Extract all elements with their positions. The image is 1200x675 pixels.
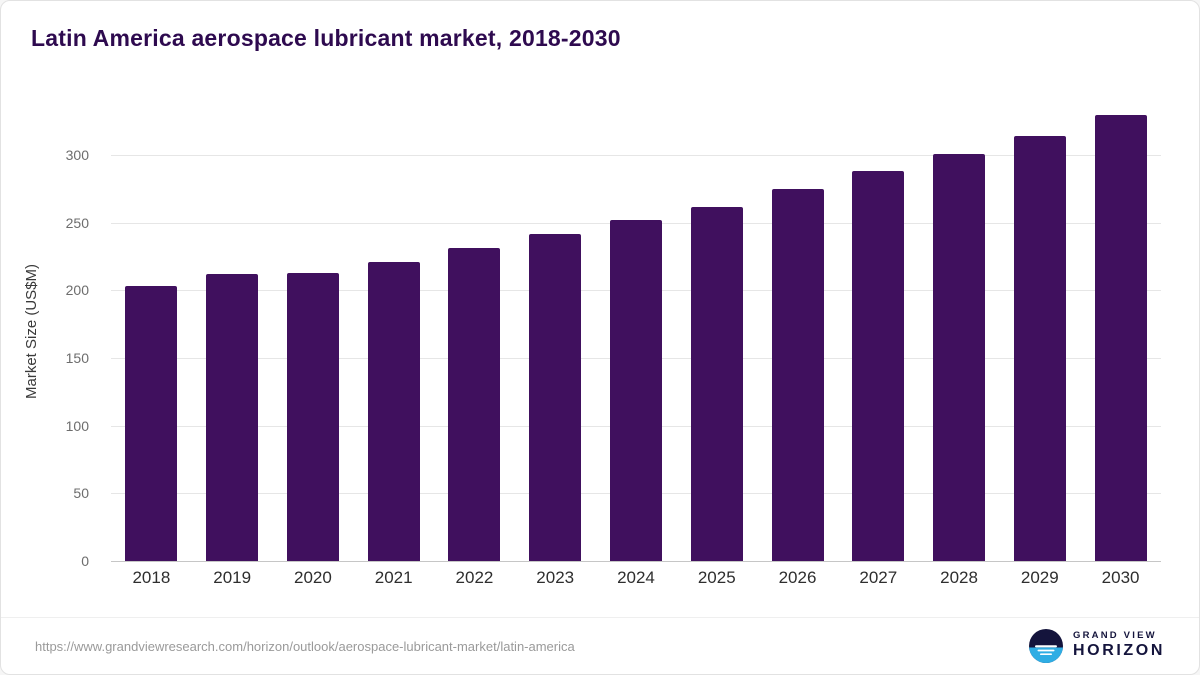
y-tick-250: 250	[65, 214, 89, 231]
bar-slot-2022	[434, 101, 515, 561]
bar-slot-2020	[273, 101, 354, 561]
bar-2028	[933, 153, 986, 561]
bar-slot-2018	[111, 101, 192, 561]
y-axis-ticks: 0 50 100 150 200 250 300	[51, 101, 101, 569]
y-tick-0: 0	[81, 553, 89, 569]
y-axis-label: Market Size (US$M)	[23, 263, 40, 399]
y-tick-100: 100	[65, 417, 89, 434]
x-tick-2027: 2027	[859, 568, 898, 587]
logo-line-grand-view: GRAND VIEW	[1073, 630, 1157, 642]
bar-slot-2019	[192, 101, 273, 561]
x-axis-ticks: 2018 2019 2020 2021 2022 2023 2024 2025 2026 2027…	[111, 568, 1161, 588]
bar-slot-2028	[919, 101, 1000, 561]
plot-area	[111, 101, 1161, 562]
bar-2023	[529, 233, 582, 561]
y-tick-50: 50	[73, 485, 89, 502]
bar-slot-2027	[838, 101, 919, 561]
y-tick-200: 200	[65, 282, 89, 299]
logo-line-horizon: HORIZON	[1073, 642, 1165, 660]
bar-slot-2021	[353, 101, 434, 561]
bar-2030	[1094, 114, 1147, 561]
bar-2019	[206, 274, 259, 561]
bar-2029	[1013, 136, 1066, 561]
bar-slot-2023	[515, 101, 596, 561]
x-tick-2021: 2021	[374, 568, 413, 587]
bar-2022	[448, 248, 501, 561]
source-url-link[interactable]: https://www.grandviewresearch.com/horizo…	[35, 638, 575, 654]
x-tick-2026: 2026	[778, 568, 817, 587]
y-tick-150: 150	[65, 350, 89, 367]
bar-slot-2025	[676, 101, 757, 561]
x-tick-2028: 2028	[940, 568, 978, 587]
bar-slot-2026	[757, 101, 838, 561]
x-tick-2018: 2018	[132, 568, 171, 587]
horizon-logo-icon	[1028, 628, 1064, 664]
bar-2018	[125, 286, 178, 561]
bar-slot-2024	[596, 101, 677, 561]
bar-2025	[690, 206, 743, 561]
logo-text: GRAND VIEW HORIZON	[1073, 630, 1165, 660]
bar-2024	[609, 220, 662, 561]
y-tick-300: 300	[65, 147, 89, 164]
x-tick-2025: 2025	[697, 568, 736, 587]
x-tick-2019: 2019	[213, 568, 252, 587]
footer: https://www.grandviewresearch.com/horizo…	[1, 617, 1199, 674]
grand-view-horizon-logo: GRAND VIEW HORIZON	[1028, 628, 1165, 664]
bar-2026	[771, 188, 824, 561]
bar-slot-2029	[999, 101, 1080, 561]
bar-2021	[367, 262, 420, 561]
x-tick-2020: 2020	[294, 568, 332, 587]
bar-slot-2030	[1080, 101, 1161, 561]
gridline-0	[111, 561, 1161, 562]
x-tick-2024: 2024	[617, 568, 655, 587]
bar-2020	[286, 272, 339, 561]
gridline-300	[111, 155, 1161, 157]
x-tick-2030: 2030	[1101, 568, 1140, 587]
chart-title: Latin America aerospace lubricant market…	[31, 25, 621, 51]
x-tick-2029: 2029	[1020, 568, 1059, 587]
x-tick-2023: 2023	[536, 568, 575, 587]
bar-2027	[852, 171, 905, 561]
x-tick-2022: 2022	[455, 568, 494, 587]
bars-container	[111, 101, 1161, 561]
